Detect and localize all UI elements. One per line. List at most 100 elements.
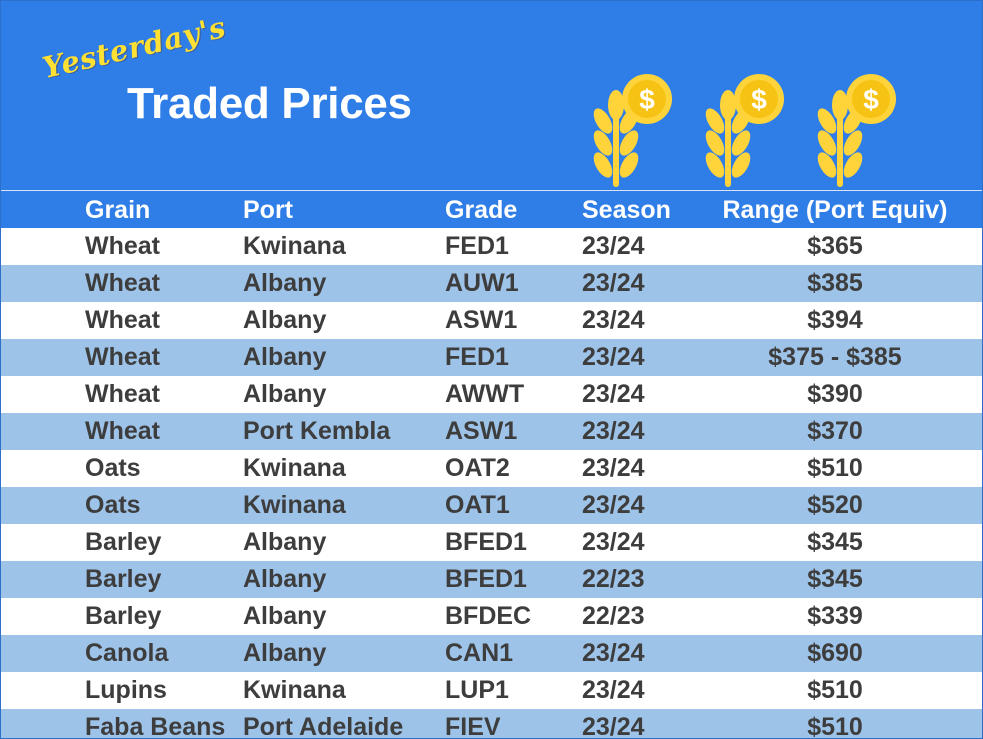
table-row: Wheat Albany ASW1 23/24 $394 [1, 302, 982, 339]
cell-grade: BFED1 [445, 565, 527, 593]
cell-grain: Wheat [85, 269, 160, 297]
cell-grade: FIEV [445, 713, 501, 739]
cell-grain: Wheat [85, 343, 160, 371]
cell-grade: OAT2 [445, 454, 510, 482]
cell-grain: Wheat [85, 380, 160, 408]
cell-grain: Faba Beans [85, 713, 226, 739]
cell-grain: Wheat [85, 417, 160, 445]
svg-text:$: $ [751, 84, 767, 115]
table-row: Barley Albany BFDEC 22/23 $339 [1, 598, 982, 635]
cell-range: $370 [807, 417, 863, 445]
cell-port: Kwinana [243, 491, 346, 519]
cell-range: $339 [807, 602, 863, 630]
cell-range: $365 [807, 232, 863, 260]
header-grain: Grain [85, 196, 151, 224]
cell-grain: Oats [85, 491, 141, 519]
cell-range: $690 [807, 639, 863, 667]
cell-port: Kwinana [243, 676, 346, 704]
cell-range: $385 [807, 269, 863, 297]
table-header-row: Grain Port Grade Season Range (Port Equi… [1, 190, 982, 228]
cell-season: 23/24 [582, 528, 645, 556]
cell-grade: CAN1 [445, 639, 514, 667]
cell-season: 23/24 [582, 713, 645, 739]
cell-grade: LUP1 [445, 676, 509, 704]
cell-range: $394 [807, 306, 863, 334]
cell-grain: Lupins [85, 676, 167, 704]
cell-grade: FED1 [445, 232, 509, 260]
cell-port: Albany [243, 380, 327, 408]
table-row: Wheat Albany AWWT 23/24 $390 [1, 376, 982, 413]
cell-grain: Barley [85, 528, 162, 556]
header-season: Season [582, 196, 671, 224]
cell-grade: AUW1 [445, 269, 519, 297]
table-row: Wheat Port Kembla ASW1 23/24 $370 [1, 413, 982, 450]
title-main-text: Traded Prices [127, 79, 412, 128]
cell-season: 22/23 [582, 565, 645, 593]
table-row: Oats Kwinana OAT2 23/24 $510 [1, 450, 982, 487]
cell-grade: OAT1 [445, 491, 510, 519]
cell-grade: BFED1 [445, 528, 527, 556]
svg-text:$: $ [863, 84, 879, 115]
traded-prices-table: Grain Port Grade Season Range (Port Equi… [1, 190, 982, 739]
cell-season: 23/24 [582, 232, 645, 260]
cell-port: Albany [243, 602, 327, 630]
cell-season: 23/24 [582, 417, 645, 445]
cell-season: 23/24 [582, 639, 645, 667]
header-range: Range (Port Equiv) [722, 196, 948, 224]
cell-season: 23/24 [582, 380, 645, 408]
cell-range: $345 [807, 528, 863, 556]
cell-season: 23/24 [582, 676, 645, 704]
cell-port: Albany [243, 343, 327, 371]
cell-season: 23/24 [582, 343, 645, 371]
table-row: Lupins Kwinana LUP1 23/24 $510 [1, 672, 982, 709]
cell-grain: Canola [85, 639, 169, 667]
cell-grade: ASW1 [445, 417, 518, 445]
wheat-coin-icon: $ [705, 74, 784, 187]
table-row: Wheat Albany FED1 23/24 $375 - $385 [1, 339, 982, 376]
table-row: Barley Albany BFED1 23/24 $345 [1, 524, 982, 561]
title-script-text: Yesterday's [39, 9, 229, 86]
table-row: Wheat Kwinana FED1 23/24 $365 [1, 228, 982, 265]
cell-grade: FED1 [445, 343, 509, 371]
table-row: Oats Kwinana OAT1 23/24 $520 [1, 487, 982, 524]
cell-range: $345 [807, 565, 863, 593]
cell-range: $510 [807, 454, 863, 482]
cell-port: Albany [243, 306, 327, 334]
wheat-coin-icon: $ [593, 74, 672, 187]
cell-range: $520 [807, 491, 863, 519]
cell-grain: Barley [85, 602, 162, 630]
cell-port: Albany [243, 269, 327, 297]
cell-grain: Oats [85, 454, 141, 482]
cell-grain: Barley [85, 565, 162, 593]
cell-port: Albany [243, 528, 327, 556]
cell-range: $375 - $385 [768, 343, 902, 371]
cell-season: 23/24 [582, 269, 645, 297]
cell-range: $510 [807, 713, 863, 739]
cell-grade: BFDEC [445, 602, 532, 630]
table-row: Barley Albany BFED1 22/23 $345 [1, 561, 982, 598]
cell-port: Port Kembla [243, 417, 391, 445]
cell-port: Albany [243, 565, 327, 593]
cell-port: Port Adelaide [243, 713, 404, 739]
cell-grain: Wheat [85, 306, 160, 334]
cell-season: 23/24 [582, 306, 645, 334]
table-row: Wheat Albany AUW1 23/24 $385 [1, 265, 982, 302]
cell-season: 23/24 [582, 454, 645, 482]
cell-grade: AWWT [445, 380, 525, 408]
cell-port: Kwinana [243, 454, 346, 482]
cell-season: 22/23 [582, 602, 645, 630]
header-port: Port [243, 196, 293, 224]
cell-port: Kwinana [243, 232, 346, 260]
cell-grade: ASW1 [445, 306, 518, 334]
title-banner: Yesterday's Traded Prices $ [1, 1, 982, 190]
cell-range: $510 [807, 676, 863, 704]
header-grade: Grade [445, 196, 518, 224]
wheat-coin-icon: $ [817, 74, 896, 187]
cell-grain: Wheat [85, 232, 160, 260]
cell-season: 23/24 [582, 491, 645, 519]
table-row: Faba Beans Port Adelaide FIEV 23/24 $510 [1, 709, 982, 739]
svg-text:$: $ [639, 84, 655, 115]
cell-port: Albany [243, 639, 327, 667]
table-row: Canola Albany CAN1 23/24 $690 [1, 635, 982, 672]
